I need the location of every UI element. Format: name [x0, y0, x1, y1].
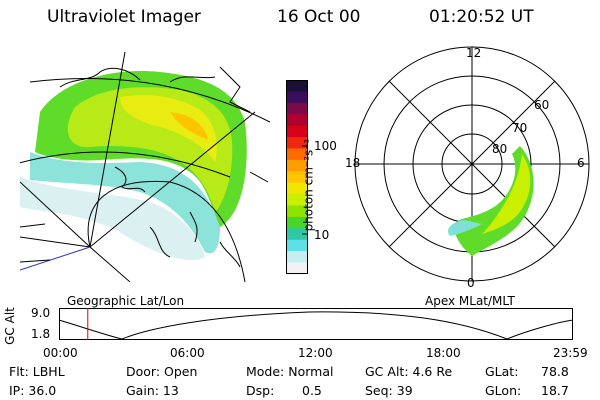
colorbar-cell [286, 251, 308, 264]
mlt-label-0: 0 [467, 276, 475, 290]
colorbar-unit-label: photon cm⁻²s⁻¹ [301, 138, 316, 232]
colorbar-cell [286, 194, 308, 207]
glon-label: GLon: [485, 383, 522, 398]
altitude-tick-low: 1.8 [31, 327, 51, 341]
colorbar-cell [286, 114, 308, 127]
colorbar-cell [286, 125, 308, 138]
colorbar-cell [286, 102, 308, 115]
glon-value: 18.7 [541, 383, 569, 398]
right-panel-caption: Apex MLat/MLT [425, 294, 515, 308]
colorbar-cell [286, 205, 308, 218]
dsp-value: 0.5 [302, 383, 322, 398]
colorbar-cell [286, 228, 308, 241]
colorbar [286, 80, 308, 275]
mlat-label-70: 70 [512, 121, 528, 135]
colorbar-cell [286, 239, 308, 252]
seq-info: Seq: 39 [365, 383, 413, 398]
mlt-label-6: 6 [577, 156, 585, 170]
mode-info: Mode: Normal [246, 364, 334, 379]
left-panel-caption: Geographic Lat/Lon [67, 294, 185, 308]
colorbar-cell [286, 148, 308, 161]
header-date: 16 Oct 00 [277, 7, 361, 27]
colorbar-cell [286, 182, 308, 195]
mlat-label-80: 80 [492, 142, 508, 156]
mlat-label-60: 60 [534, 98, 550, 112]
altitude-strip [58, 308, 574, 340]
time-tick-0600: 06:00 [170, 346, 205, 360]
colorbar-cell [286, 91, 308, 104]
gc-alt-info: GC Alt: 4.6 Re [365, 364, 453, 379]
dsp-label: Dsp: [246, 383, 275, 398]
glat-label: GLat: [485, 364, 519, 379]
geographic-image [20, 52, 270, 282]
gain-info: Gain: 13 [126, 383, 179, 398]
time-tick-0000: 00:00 [43, 346, 78, 360]
colorbar-tick-100: 100 [314, 139, 337, 153]
colorbar-cell [286, 262, 308, 275]
colorbar-cell [286, 80, 308, 93]
time-tick-2359: 23:59 [553, 346, 588, 360]
colorbar-cell [286, 159, 308, 172]
door-info: Door: Open [126, 364, 198, 379]
instrument-title: Ultraviolet Imager [47, 7, 201, 27]
header-time: 01:20:52 UT [429, 7, 534, 27]
filter-info: Flt: LBHL [9, 364, 65, 379]
mlt-label-12: 12 [466, 46, 482, 60]
colorbar-cell [286, 171, 308, 184]
altitude-tick-high: 9.0 [31, 306, 51, 320]
polar-plot [354, 46, 590, 282]
time-tick-1800: 18:00 [426, 346, 461, 360]
colorbar-cell [286, 216, 308, 229]
colorbar-tick-10: 10 [314, 228, 330, 242]
altitude-axis-label: GC Alt [2, 307, 17, 345]
ip-info: IP: 36.0 [9, 383, 57, 398]
time-tick-1200: 12:00 [298, 346, 333, 360]
mlt-label-18: 18 [345, 156, 361, 170]
glat-value: 78.8 [541, 364, 569, 379]
